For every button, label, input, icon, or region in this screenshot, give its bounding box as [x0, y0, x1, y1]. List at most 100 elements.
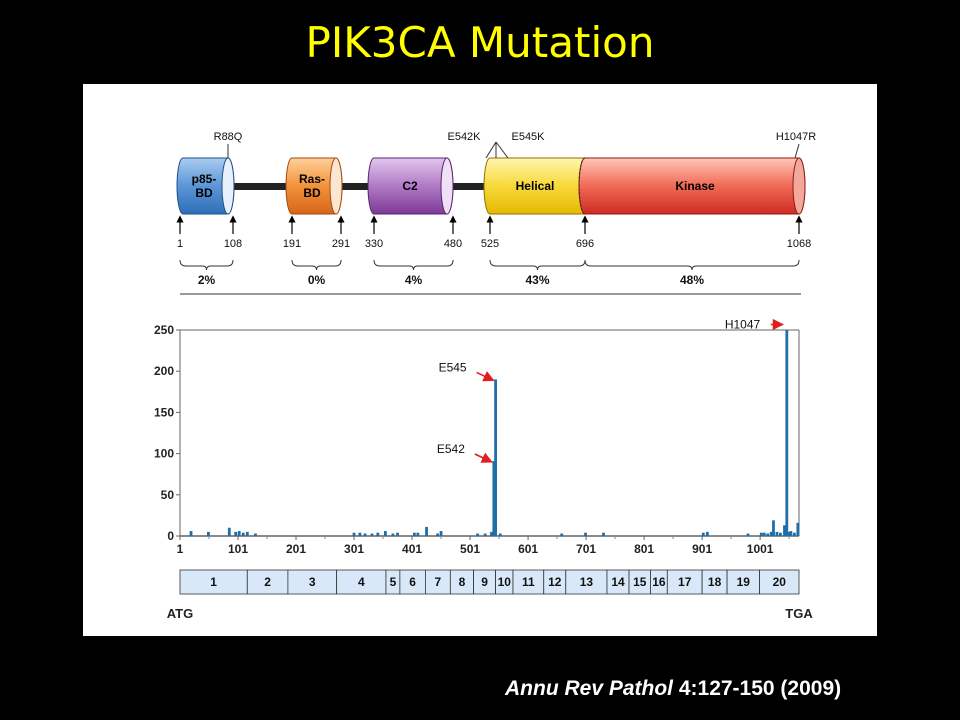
exon-label: 9: [481, 575, 488, 589]
bar: [476, 533, 480, 536]
domain-label: Helical: [516, 179, 555, 193]
domain-percent-braces: 2% 0% 4% 43% 48%: [179, 259, 800, 287]
bar: [234, 531, 238, 536]
bar: [490, 531, 493, 536]
citation-ref: 4:127-150 (2009): [673, 677, 842, 700]
exon-box: [246, 569, 289, 595]
percent-label: 43%: [525, 273, 549, 287]
exon-label: 19: [737, 575, 751, 589]
bar: [494, 379, 497, 536]
y-tick-label: 0: [167, 529, 174, 543]
percent-brace: [373, 259, 454, 271]
bar: [796, 522, 800, 536]
mutation-label: E542K: [447, 131, 481, 143]
domain-position-markers: 1 108 191 291 330 480 525 696 1068: [176, 215, 811, 250]
x-tick-label: 101: [228, 542, 248, 556]
bars: [189, 330, 800, 536]
x-axis: 1 101 201 301 401 501 601 701 801 901 1001: [177, 535, 799, 556]
linker-bar: [233, 183, 290, 190]
figure-panel: p85- BD Ras- BD C2 Helical: [83, 84, 877, 636]
domain-label: Kinase: [675, 179, 715, 193]
bar: [227, 527, 231, 536]
exon-label: 17: [678, 575, 692, 589]
x-tick-label: 901: [692, 542, 712, 556]
domain-label: BD: [303, 186, 321, 200]
bar: [425, 526, 428, 536]
domain-label: BD: [195, 186, 213, 200]
exon-label: 2: [264, 575, 271, 589]
bar: [775, 531, 779, 536]
domain-label: C2: [402, 179, 418, 193]
bar: [416, 532, 420, 536]
exon-box: [399, 569, 426, 595]
exon-box: [512, 569, 545, 595]
exon-label: 7: [435, 575, 442, 589]
bar: [785, 330, 789, 536]
bar: [766, 533, 770, 536]
exon-label: 10: [498, 575, 512, 589]
bar: [352, 532, 356, 536]
bar: [412, 532, 416, 536]
bar: [783, 525, 786, 536]
exon-box: [759, 569, 800, 595]
exon-box: [701, 569, 728, 595]
bar: [483, 533, 487, 536]
bar: [789, 531, 793, 536]
bar: [363, 533, 367, 536]
annotation-label: E542: [437, 442, 465, 456]
position-label: 191: [283, 238, 301, 250]
percent-brace: [489, 259, 586, 271]
x-tick-label: 701: [576, 542, 596, 556]
exon-start-label: ATG: [167, 606, 193, 621]
mutation-label: R88Q: [214, 131, 243, 143]
exon-label: 18: [708, 575, 722, 589]
mutation-label: E545K: [511, 131, 545, 143]
exon-label: 8: [459, 575, 466, 589]
annotation-label: E545: [439, 360, 467, 374]
exon-label: 5: [390, 575, 397, 589]
x-tick-label: 201: [286, 542, 306, 556]
domain-p85-bd: p85- BD: [176, 157, 235, 215]
exon-label: 16: [652, 575, 666, 589]
percent-brace: [584, 259, 800, 271]
x-tick-label: 801: [634, 542, 654, 556]
percent-label: 48%: [680, 273, 704, 287]
citation: Annu Rev Pathol 4:127-150 (2009): [505, 677, 841, 701]
annotation-arrow: [476, 371, 495, 382]
bar: [436, 533, 439, 536]
bar: [779, 532, 782, 536]
y-tick-label: 50: [161, 488, 175, 502]
x-tick-label: 601: [518, 542, 538, 556]
bar: [792, 532, 796, 536]
bar: [772, 520, 775, 536]
x-tick-label: 401: [402, 542, 422, 556]
percent-label: 0%: [308, 273, 326, 287]
domain-diagram: p85- BD Ras- BD C2 Helical: [176, 131, 816, 215]
bar: [762, 532, 766, 536]
x-tick-label: 1: [177, 542, 184, 556]
bar: [241, 532, 245, 536]
exon-label: 1: [210, 575, 217, 589]
position-label: 1: [177, 238, 183, 250]
bar: [769, 531, 773, 536]
percent-brace: [291, 259, 342, 271]
exon-label: 3: [309, 575, 316, 589]
y-tick-label: 250: [154, 323, 174, 337]
exon-label: 15: [633, 575, 647, 589]
bar: [207, 531, 210, 536]
figure-svg: p85- BD Ras- BD C2 Helical: [154, 131, 816, 621]
position-label: 525: [481, 238, 499, 250]
bar: [396, 532, 399, 536]
linker-bar: [451, 183, 486, 190]
exon-label: 6: [409, 575, 416, 589]
exon-box: [179, 569, 248, 595]
annotations: E545 E542 H1047: [437, 317, 784, 463]
exon-label: 14: [611, 575, 625, 589]
bar: [701, 532, 705, 536]
mutation-label: H1047R: [776, 131, 816, 143]
domain-kinase: Kinase: [578, 157, 806, 215]
annotation-arrow: [474, 452, 493, 463]
slide-title: PIK3CA Mutation: [305, 18, 655, 67]
position-label: 480: [444, 238, 462, 250]
percent-label: 2%: [198, 273, 216, 287]
